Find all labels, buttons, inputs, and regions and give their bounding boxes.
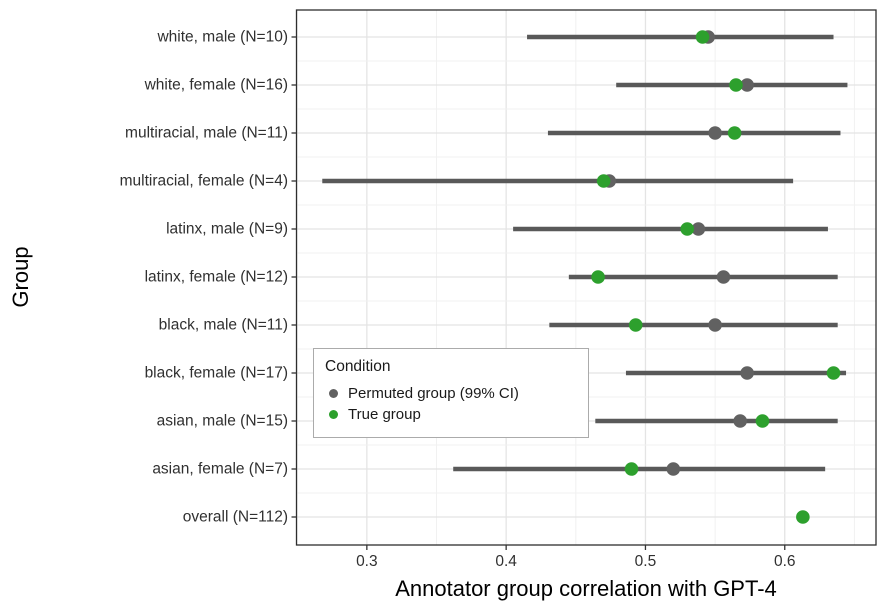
x-tick-label: 0.3 — [356, 553, 378, 570]
legend-true-item: True group — [325, 404, 588, 425]
permuted-dot — [708, 318, 722, 332]
true-dot — [727, 126, 742, 140]
permuted-dot — [740, 78, 754, 92]
x-tick-label: 0.4 — [495, 553, 517, 570]
y-tick-label: asian, female (N=7) — [152, 461, 288, 478]
legend-true-dot-icon — [329, 410, 338, 419]
permuted-dot — [716, 270, 731, 284]
y-tick-label: asian, male (N=15) — [157, 413, 288, 430]
true-dot — [591, 270, 605, 284]
y-tick-label: white, male (N=10) — [156, 29, 288, 46]
permuted-dot — [708, 126, 722, 140]
true-dot — [628, 318, 643, 332]
y-axis-title: Group — [8, 246, 33, 308]
true-dot — [826, 366, 841, 380]
y-tick-label: latinx, female (N=12) — [145, 269, 288, 286]
legend-items: Permuted group (99% CI) True group — [325, 383, 588, 425]
y-tick-label: multiracial, female (N=4) — [120, 173, 288, 190]
true-dot — [624, 462, 639, 476]
y-tick-label: multiracial, male (N=11) — [125, 125, 288, 142]
y-tick-label: white, female (N=16) — [144, 77, 288, 94]
x-tick-label: 0.6 — [774, 553, 796, 570]
y-tick-label: black, female (N=17) — [145, 365, 288, 382]
permuted-dot — [733, 414, 747, 428]
legend-permuted-dot-icon — [329, 389, 338, 398]
legend-title: Condition — [325, 358, 391, 375]
legend-permuted-item: Permuted group (99% CI) — [325, 383, 588, 404]
legend-true-label: True group — [348, 406, 421, 423]
permuted-dot — [666, 462, 681, 476]
y-tick-label: latinx, male (N=9) — [166, 221, 288, 238]
true-dot — [796, 510, 810, 524]
true-dot — [755, 414, 770, 428]
permuted-dot — [740, 366, 754, 380]
x-tick-label: 0.5 — [635, 553, 657, 570]
legend-permuted-label: Permuted group (99% CI) — [348, 385, 519, 402]
true-dot — [695, 30, 710, 44]
permuted-dot — [691, 222, 706, 236]
true-dot — [680, 222, 695, 236]
y-tick-label: black, male (N=11) — [159, 317, 288, 334]
legend-box: Condition Permuted group (99% CI) True gr… — [313, 348, 589, 438]
y-tick-label: overall (N=112) — [183, 509, 288, 526]
x-axis-title: Annotator group correlation with GPT-4 — [395, 576, 777, 601]
true-dot — [596, 174, 611, 188]
true-dot — [729, 78, 743, 92]
